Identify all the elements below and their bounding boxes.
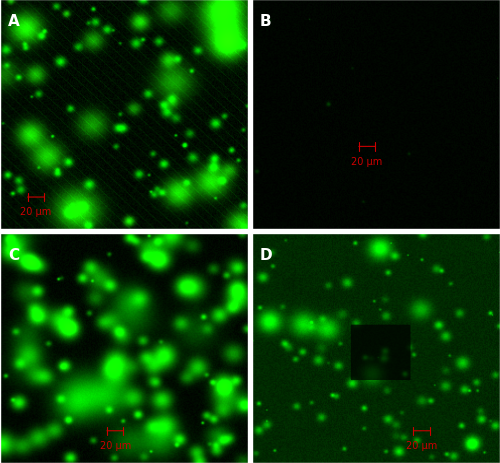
Text: 20 μm: 20 μm — [352, 156, 382, 166]
Text: 20 μm: 20 μm — [100, 440, 131, 450]
Text: A: A — [8, 14, 20, 29]
Text: 20 μm: 20 μm — [406, 440, 437, 450]
Text: C: C — [8, 247, 19, 262]
Text: 20 μm: 20 μm — [20, 207, 52, 217]
Text: B: B — [260, 14, 272, 29]
Text: D: D — [260, 247, 272, 262]
